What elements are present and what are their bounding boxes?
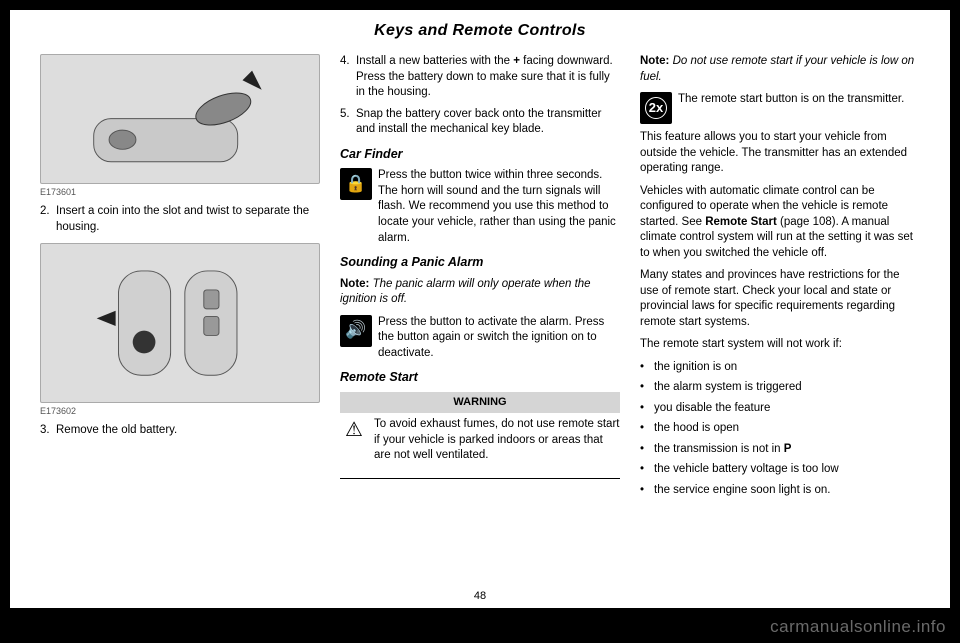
- bullet-4-text: the hood is open: [654, 421, 739, 437]
- figure-coin-slot: [40, 54, 320, 184]
- content-columns: E173601 2. Insert a coin into the slot a…: [40, 54, 920, 503]
- coin-slot-illustration: [55, 61, 305, 176]
- bullet-4: the hood is open: [640, 421, 920, 437]
- bullet-6: the vehicle battery voltage is too low: [640, 462, 920, 478]
- step-5-num: 5.: [340, 107, 356, 138]
- step-list-3: 4. Install a new batteries with the + fa…: [340, 54, 620, 138]
- bullet-1: the ignition is on: [640, 360, 920, 376]
- bullet-3-text: you disable the feature: [654, 401, 770, 417]
- para-1: This feature allows you to start your ve…: [640, 130, 920, 177]
- twox-icon: 2x: [640, 92, 672, 124]
- bullet-3: you disable the feature: [640, 401, 920, 417]
- bullet-7: the service engine soon light is on.: [640, 483, 920, 499]
- para-2-bold: Remote Start: [705, 216, 777, 228]
- twox-icon-label: 2x: [645, 97, 667, 119]
- car-finder-heading: Car Finder: [340, 146, 620, 163]
- bullet-7-text: the service engine soon light is on.: [654, 483, 830, 499]
- warning-icon: ⚠: [340, 417, 368, 464]
- sound-icon: 🔊: [340, 315, 372, 347]
- step-2-text: Insert a coin into the slot and twist to…: [56, 204, 320, 235]
- step-3-num: 3.: [40, 423, 56, 439]
- step-3: 3. Remove the old battery.: [40, 423, 320, 439]
- bullet-2: the alarm system is triggered: [640, 380, 920, 396]
- manual-page: Keys and Remote Controls E173601 2. Inse…: [10, 10, 950, 608]
- step-list-1: 2. Insert a coin into the slot and twist…: [40, 204, 320, 235]
- step-4-text-a: Install a new batteries with the: [356, 55, 513, 67]
- step-list-2: 3. Remove the old battery.: [40, 423, 320, 439]
- column-1: E173601 2. Insert a coin into the slot a…: [40, 54, 320, 503]
- step-5-text: Snap the battery cover back onto the tra…: [356, 107, 620, 138]
- panic-block: 🔊 Press the button to activate the alarm…: [340, 315, 620, 362]
- remote-note-label: Note:: [640, 55, 669, 67]
- remote-note-text: Do not use remote start if your vehicle …: [640, 55, 914, 83]
- para-2: Vehicles with automatic climate control …: [640, 184, 920, 262]
- bullet-5-text: the transmission is not in P: [654, 442, 791, 458]
- bullet-1-text: the ignition is on: [654, 360, 737, 376]
- bullet-5-a: the transmission is not in: [654, 443, 784, 455]
- car-finder-text: Press the button twice within three seco…: [378, 168, 620, 246]
- remote-start-heading: Remote Start: [340, 369, 620, 386]
- step-5: 5. Snap the battery cover back onto the …: [340, 107, 620, 138]
- step-4-text: Install a new batteries with the + facin…: [356, 54, 620, 101]
- column-2: 4. Install a new batteries with the + fa…: [340, 54, 620, 503]
- twox-text: The remote start button is on the transm…: [678, 92, 904, 124]
- remote-note: Note: Do not use remote start if your ve…: [640, 54, 920, 85]
- key-halves-illustration: [55, 252, 305, 394]
- bullet-2-text: the alarm system is triggered: [654, 380, 802, 396]
- list-intro: The remote start system will not work if…: [640, 337, 920, 353]
- panic-note-label: Note:: [340, 278, 369, 290]
- warning-text: To avoid exhaust fumes, do not use remot…: [374, 417, 620, 464]
- warning-section: WARNING ⚠ To avoid exhaust fumes, do not…: [340, 392, 620, 478]
- panic-text: Press the button to activate the alarm. …: [378, 315, 620, 362]
- figure-1-label: E173601: [40, 186, 320, 198]
- warning-header: WARNING: [340, 392, 620, 413]
- bullet-5: the transmission is not in P: [640, 442, 920, 458]
- step-3-text: Remove the old battery.: [56, 423, 177, 439]
- panic-heading: Sounding a Panic Alarm: [340, 254, 620, 271]
- lock-icon: 🔒: [340, 168, 372, 200]
- page-number: 48: [10, 590, 950, 602]
- step-4-num: 4.: [340, 54, 356, 101]
- panic-note-text: The panic alarm will only operate when t…: [340, 278, 591, 306]
- step-2: 2. Insert a coin into the slot and twist…: [40, 204, 320, 235]
- bullet-list: the ignition is on the alarm system is t…: [640, 360, 920, 499]
- page-title: Keys and Remote Controls: [40, 22, 920, 40]
- figure-2-label: E173602: [40, 405, 320, 417]
- bullet-5-bold: P: [784, 443, 792, 455]
- step-2-num: 2.: [40, 204, 56, 235]
- column-3: Note: Do not use remote start if your ve…: [640, 54, 920, 503]
- panic-note: Note: The panic alarm will only operate …: [340, 277, 620, 308]
- twox-block: 2x The remote start button is on the tra…: [640, 92, 920, 124]
- para-3: Many states and provinces have restricti…: [640, 268, 920, 330]
- bullet-6-text: the vehicle battery voltage is too low: [654, 462, 839, 478]
- watermark: carmanualsonline.info: [770, 617, 946, 637]
- figure-key-halves: [40, 243, 320, 403]
- car-finder-block: 🔒 Press the button twice within three se…: [340, 168, 620, 246]
- step-4: 4. Install a new batteries with the + fa…: [340, 54, 620, 101]
- step-4-plus: +: [513, 55, 520, 67]
- warning-block: ⚠ To avoid exhaust fumes, do not use rem…: [340, 417, 620, 464]
